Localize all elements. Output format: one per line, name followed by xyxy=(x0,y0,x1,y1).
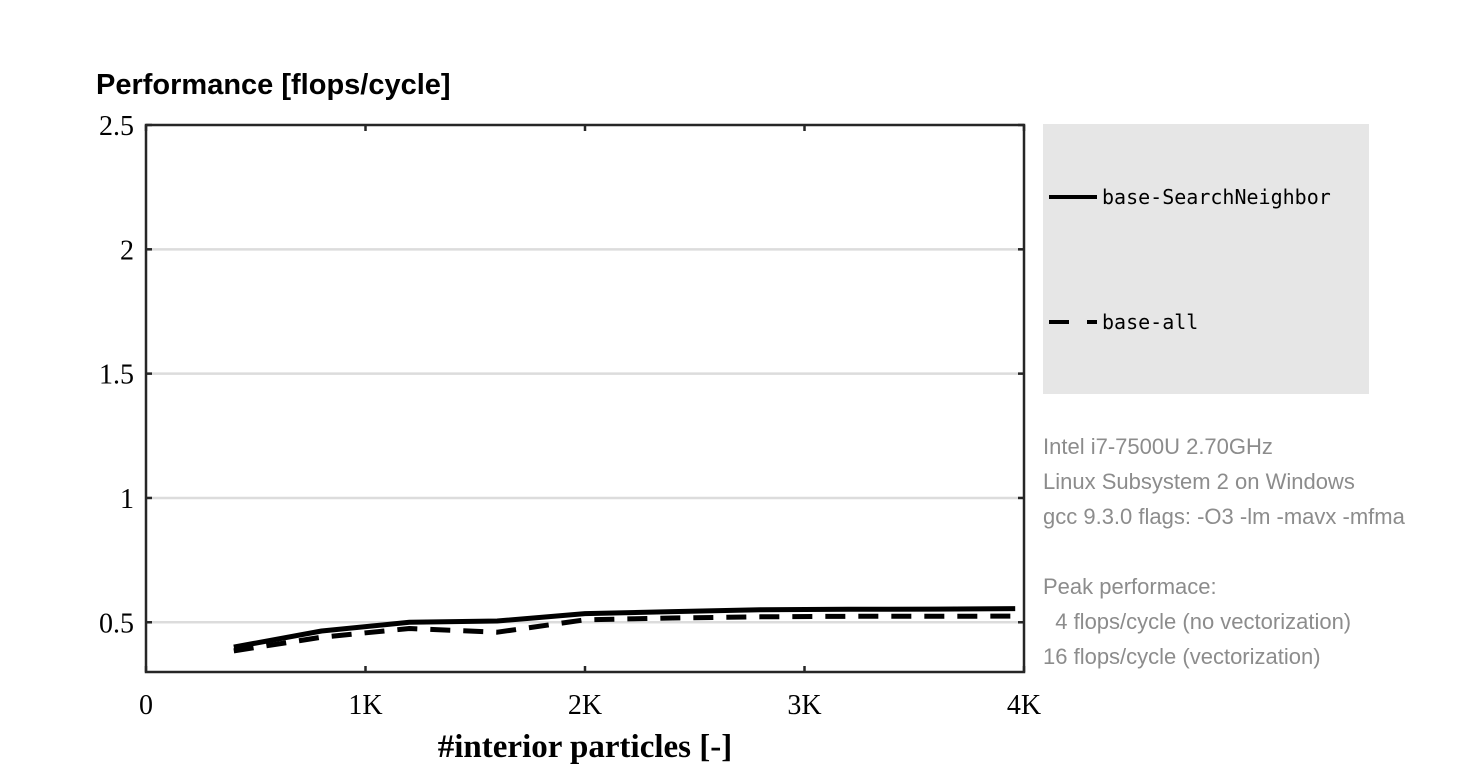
x-tick-label: 3K xyxy=(787,690,821,721)
info-line: gcc 9.3.0 flags: -O3 -lm -mavx -mfma xyxy=(1043,504,1406,529)
x-tick-label: 4K xyxy=(1007,690,1041,721)
info-line: Peak performace: xyxy=(1043,574,1217,599)
axis-ticks xyxy=(144,123,1026,672)
chart-title: Performance [flops/cycle] xyxy=(96,69,451,101)
x-axis-label: #interior particles [-] xyxy=(438,729,732,765)
x-tick-label: 0 xyxy=(139,690,153,721)
y-tick-label: 1.5 xyxy=(99,360,134,391)
gridlines xyxy=(146,248,1024,624)
info-line: Intel i7-7500U 2.70GHz xyxy=(1043,434,1273,459)
y-tick-label: 2 xyxy=(120,235,134,266)
legend: base-SearchNeighbor base-all xyxy=(1043,124,1369,394)
series-lines xyxy=(233,606,1016,654)
legend-label: base-SearchNeighbor xyxy=(1102,185,1331,209)
tick-labels: 0.5 1 1.5 2 2.5 0 1K 2K 3K 4K xyxy=(99,111,1041,721)
y-tick-label: 1 xyxy=(120,484,134,515)
x-tick-label: 1K xyxy=(348,690,382,721)
x-tick-label: 2K xyxy=(568,690,602,721)
plot-frame xyxy=(144,123,1026,674)
info-line: 4 flops/cycle (no vectorization) xyxy=(1043,609,1351,634)
legend-label: base-all xyxy=(1102,310,1198,334)
y-tick-label: 2.5 xyxy=(99,111,134,142)
system-info: Intel i7-7500U 2.70GHz Linux Subsystem 2 … xyxy=(1043,434,1406,669)
info-line: Linux Subsystem 2 on Windows xyxy=(1043,469,1355,494)
y-tick-label: 0.5 xyxy=(99,608,134,639)
series-line-base-searchneighbor xyxy=(233,606,1016,650)
legend-box xyxy=(1043,124,1369,394)
info-line: 16 flops/cycle (vectorization) xyxy=(1043,644,1321,669)
series-line-base-all xyxy=(233,613,1016,654)
